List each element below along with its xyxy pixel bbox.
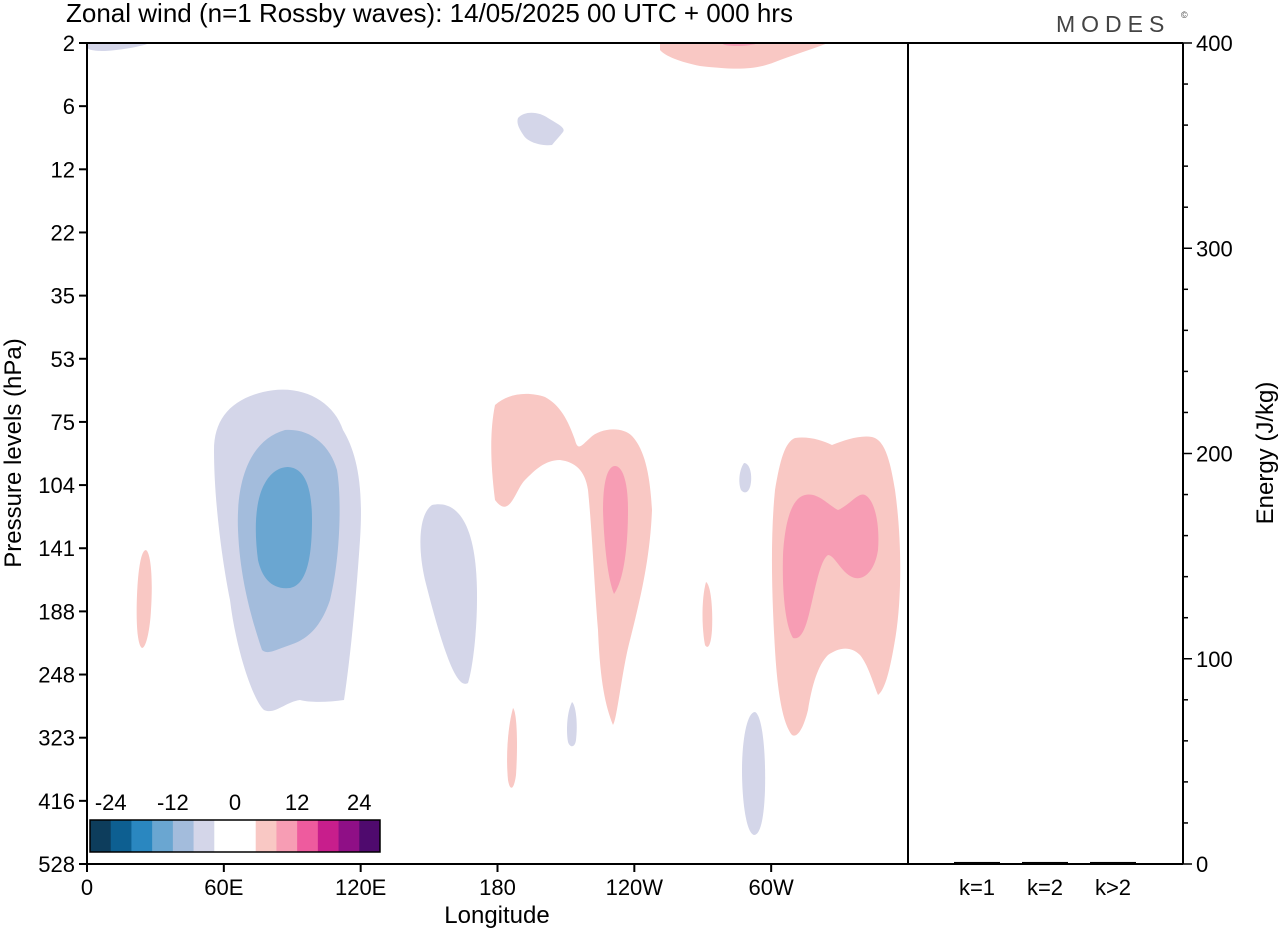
energy-bars: k=1 k=2 k>2 bbox=[954, 861, 1136, 900]
positive-contour bbox=[507, 708, 517, 788]
colorbar-swatch bbox=[297, 820, 319, 852]
y-tick-label: 188 bbox=[38, 599, 75, 624]
brand-logo: MODES bbox=[1056, 11, 1170, 37]
y-tick-label: 416 bbox=[38, 789, 75, 814]
positive-contour bbox=[702, 582, 713, 647]
x-tick-label: 120W bbox=[606, 875, 664, 900]
energy-category-label: k=2 bbox=[1027, 875, 1063, 900]
y-axis: 2 6 12 22 35 53 75 104 141 188 248 323 416 528 bbox=[38, 31, 87, 877]
energy-bar bbox=[954, 861, 1000, 864]
colorbar-swatch bbox=[152, 820, 174, 852]
brand-mark: © bbox=[1181, 10, 1188, 20]
energy-tick-label: 100 bbox=[1196, 647, 1233, 672]
energy-tick-label: 0 bbox=[1196, 852, 1208, 877]
colorbar-swatch bbox=[255, 820, 277, 852]
colorbar-swatch bbox=[317, 820, 340, 852]
y-tick-label: 2 bbox=[63, 31, 75, 56]
energy-category-label: k=1 bbox=[959, 875, 995, 900]
y-tick-label: 141 bbox=[38, 536, 75, 561]
y-tick-label: 53 bbox=[51, 347, 75, 372]
negative-contour bbox=[88, 43, 150, 51]
colorbar-swatch bbox=[131, 820, 153, 852]
colorbar-label: -24 bbox=[95, 790, 127, 815]
y-axis-label: Pressure levels (hPa) bbox=[0, 338, 27, 567]
y-tick-label: 6 bbox=[63, 94, 75, 119]
colorbar-swatch bbox=[338, 820, 360, 852]
colorbar-swatch bbox=[172, 820, 195, 852]
y-tick-label: 323 bbox=[38, 726, 75, 751]
positive-contour bbox=[660, 43, 828, 69]
energy-tick-label: 300 bbox=[1196, 236, 1233, 261]
energy-axis: 0 100 200 300 400 bbox=[1183, 31, 1233, 877]
y-tick-label: 104 bbox=[38, 473, 75, 498]
colorbar-swatch bbox=[193, 820, 215, 852]
energy-panel: 0 100 200 300 400 k=1 k=2 k>2 Energy (J/kg) bbox=[954, 31, 1279, 900]
positive-contour bbox=[136, 550, 152, 648]
colorbar-label: 24 bbox=[347, 790, 371, 815]
negative-contour bbox=[742, 712, 766, 835]
negative-contour bbox=[420, 504, 478, 684]
colorbar-swatch bbox=[235, 820, 257, 852]
y-tick-label: 248 bbox=[38, 663, 75, 688]
y-tick-label: 12 bbox=[51, 157, 75, 182]
y-tick-label: 528 bbox=[38, 852, 75, 877]
y-tick-label: 22 bbox=[51, 220, 75, 245]
x-tick-label: 0 bbox=[81, 875, 93, 900]
x-tick-label: 120E bbox=[335, 875, 386, 900]
energy-category-label: k>2 bbox=[1095, 875, 1131, 900]
energy-axis-label: Energy (J/kg) bbox=[1252, 382, 1279, 525]
energy-tick-label: 200 bbox=[1196, 442, 1233, 467]
x-tick-label: 180 bbox=[479, 875, 516, 900]
energy-bar bbox=[1090, 861, 1136, 864]
colorbar-label: -12 bbox=[157, 790, 189, 815]
chart-title: Zonal wind (n=1 Rossby waves): 14/05/202… bbox=[66, 0, 793, 28]
colorbar-swatch bbox=[110, 820, 132, 852]
colorbar-frame bbox=[89, 819, 381, 853]
colorbar-label: 12 bbox=[285, 790, 309, 815]
colorbar-swatch bbox=[276, 820, 298, 852]
colorbar: -24 -12 0 12 24 bbox=[89, 790, 381, 853]
contour-fills bbox=[88, 43, 901, 835]
colorbar-label: 0 bbox=[229, 790, 241, 815]
negative-contour bbox=[739, 463, 752, 493]
contour-plot: 0 60E 120E 180 120W 60W 2 6 12 22 35 53 75 104 141 188… bbox=[0, 31, 1184, 929]
y-tick-label: 75 bbox=[51, 410, 75, 435]
negative-contour bbox=[517, 112, 564, 146]
negative-contour bbox=[255, 467, 312, 589]
x-axis-label: Longitude bbox=[444, 902, 549, 929]
x-axis: 0 60E 120E 180 120W 60W bbox=[81, 864, 794, 900]
colorbar-swatch bbox=[359, 820, 381, 852]
x-tick-label: 60W bbox=[749, 875, 794, 900]
colorbar-swatch bbox=[90, 820, 112, 852]
negative-contour bbox=[567, 702, 577, 747]
colorbar-swatch bbox=[214, 820, 236, 852]
positive-contour bbox=[603, 466, 628, 594]
positive-contour bbox=[782, 494, 879, 639]
y-tick-label: 35 bbox=[51, 284, 75, 309]
energy-bar bbox=[1022, 861, 1068, 864]
energy-tick-label: 400 bbox=[1196, 31, 1233, 56]
x-tick-label: 60E bbox=[204, 875, 243, 900]
